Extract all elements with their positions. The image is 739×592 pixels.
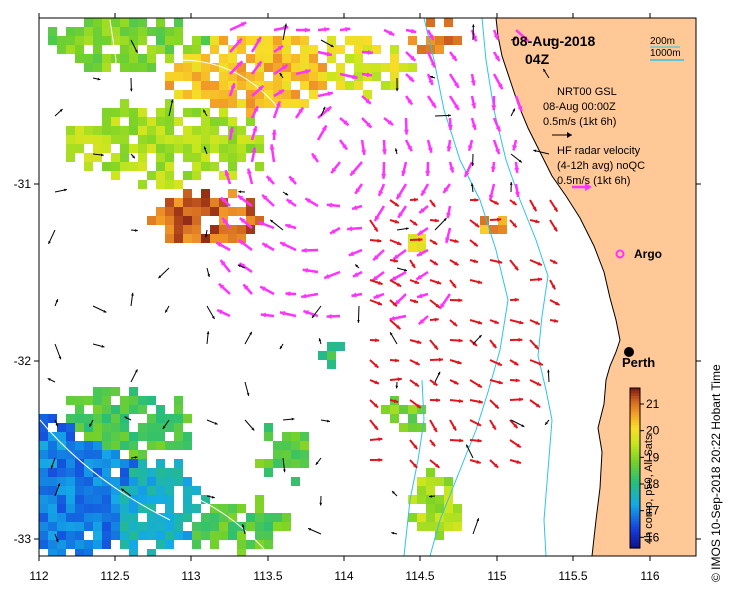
isobath-200m	[481, 18, 553, 556]
x-axis: 112 112.5 113 113.5 114 114.5 115 115.5 116	[29, 13, 660, 583]
isobath-200m-label: 200m	[650, 36, 675, 47]
land-mass	[495, 18, 696, 556]
isobath-1000m	[423, 18, 509, 556]
colorbar-label: 4h comp, p50, All Sats	[643, 434, 655, 544]
sst-contour	[39, 19, 281, 556]
credit-text: © IMOS 10-Sep-2018 20:22 Hobart Time	[709, 364, 723, 582]
colorbar-tick: 19	[646, 450, 660, 464]
map-time: 04Z	[525, 51, 550, 67]
colorbar-tick: 16	[646, 530, 660, 544]
x-tick-label: 115	[487, 569, 506, 583]
velocity-vectors	[47, 21, 560, 543]
y-tick-label: -31	[14, 177, 32, 191]
hf-subtitle: (4-12h avg) noQC	[557, 160, 645, 172]
isobath-1000m-west	[403, 379, 425, 556]
argo-label: Argo	[634, 247, 662, 261]
hf-scale: 0.5m/s (1kt 6h)	[557, 175, 630, 187]
plot-frame	[38, 17, 697, 557]
x-tick-label: 114	[334, 569, 353, 583]
colorbar-tick: 20	[646, 424, 660, 438]
x-tick-label: 113	[181, 569, 200, 583]
x-tick-label: 112.5	[100, 569, 129, 583]
x-tick-label: 114.5	[405, 569, 434, 583]
colorbar: 21 20 19 18 17 16	[629, 387, 660, 549]
sst-field	[39, 18, 507, 556]
hf-arrow-icon	[572, 183, 592, 191]
credit-caption: © IMOS 10-Sep-2018 20:22 Hobart Time	[709, 364, 723, 582]
x-tick-label: 112	[29, 569, 48, 583]
isobath-1000m-label: 1000m	[650, 48, 681, 59]
y-axis: -31 -32 -33	[14, 177, 701, 546]
gsl-arrow-icon	[552, 132, 572, 138]
gsl-scale: 0.5m/s (1kt 6h)	[543, 116, 616, 128]
y-tick-label: -32	[14, 354, 32, 368]
hf-title: HF radar velocity	[557, 145, 641, 157]
x-tick-label: 116	[640, 569, 659, 583]
perth-label: Perth	[622, 355, 655, 370]
x-tick-label: 113.5	[253, 569, 282, 583]
map-date: 08-Aug-2018	[512, 33, 595, 49]
argo-marker-icon	[615, 249, 625, 259]
colorbar-tick: 17	[646, 504, 660, 518]
gsl-title: NRT00 GSL	[557, 86, 617, 98]
perth-marker-icon	[624, 347, 634, 357]
y-tick-label: -33	[14, 532, 32, 546]
colorbar-tick: 18	[646, 477, 660, 491]
gsl-date: 08-Aug 00:00Z	[543, 101, 616, 113]
x-tick-label: 115.5	[558, 569, 587, 583]
colorbar-tick: 21	[646, 397, 660, 411]
